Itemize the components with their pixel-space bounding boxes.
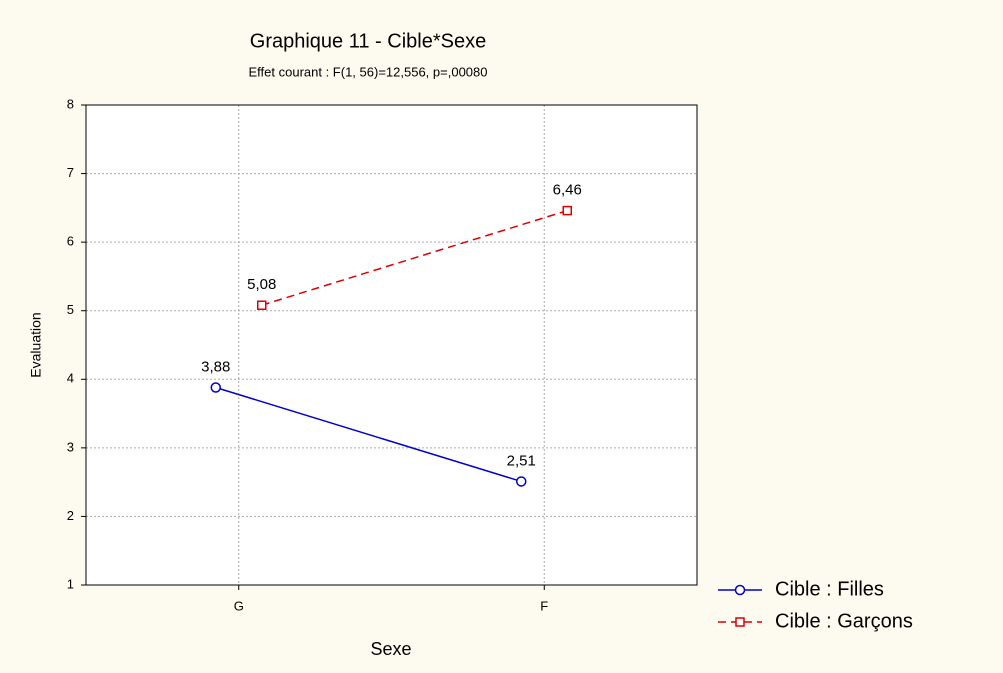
y-tick-label: 3 [67, 439, 74, 454]
marker [257, 300, 267, 310]
y-tick-label: 1 [67, 576, 74, 591]
x-tick-label: G [234, 598, 244, 613]
data-label: 5,08 [247, 276, 276, 293]
marker [516, 476, 527, 487]
plot-frame [85, 104, 698, 586]
y-tick-label: 6 [67, 234, 74, 249]
y-tick-label: 5 [67, 302, 74, 317]
marker [210, 382, 221, 393]
legend-label: Cible : Filles [775, 578, 884, 600]
y-tick-label: 8 [67, 96, 74, 111]
marker [562, 205, 572, 216]
legend-marker [735, 617, 745, 627]
plot-area [86, 105, 697, 585]
series-line [261, 209, 568, 306]
series-line [215, 386, 522, 483]
x-axis-label: Sexe [370, 639, 411, 659]
legend-marker [734, 584, 746, 596]
chart-subtitle: Effet courant : F(1, 56)=12,556, p=,0008… [249, 64, 488, 79]
y-tick-label: 4 [67, 371, 74, 386]
chart-title: Graphique 11 - Cible*Sexe [250, 30, 486, 52]
data-label: 3,88 [201, 358, 230, 375]
x-tick-label: F [540, 598, 548, 613]
legend-label: Cible : Garçons [775, 610, 913, 632]
y-tick-label: 2 [67, 508, 74, 523]
data-label: 2,51 [507, 452, 536, 469]
y-axis-label: Evaluation [28, 312, 44, 377]
data-label: 6,46 [553, 182, 582, 199]
y-tick-label: 7 [67, 165, 74, 180]
